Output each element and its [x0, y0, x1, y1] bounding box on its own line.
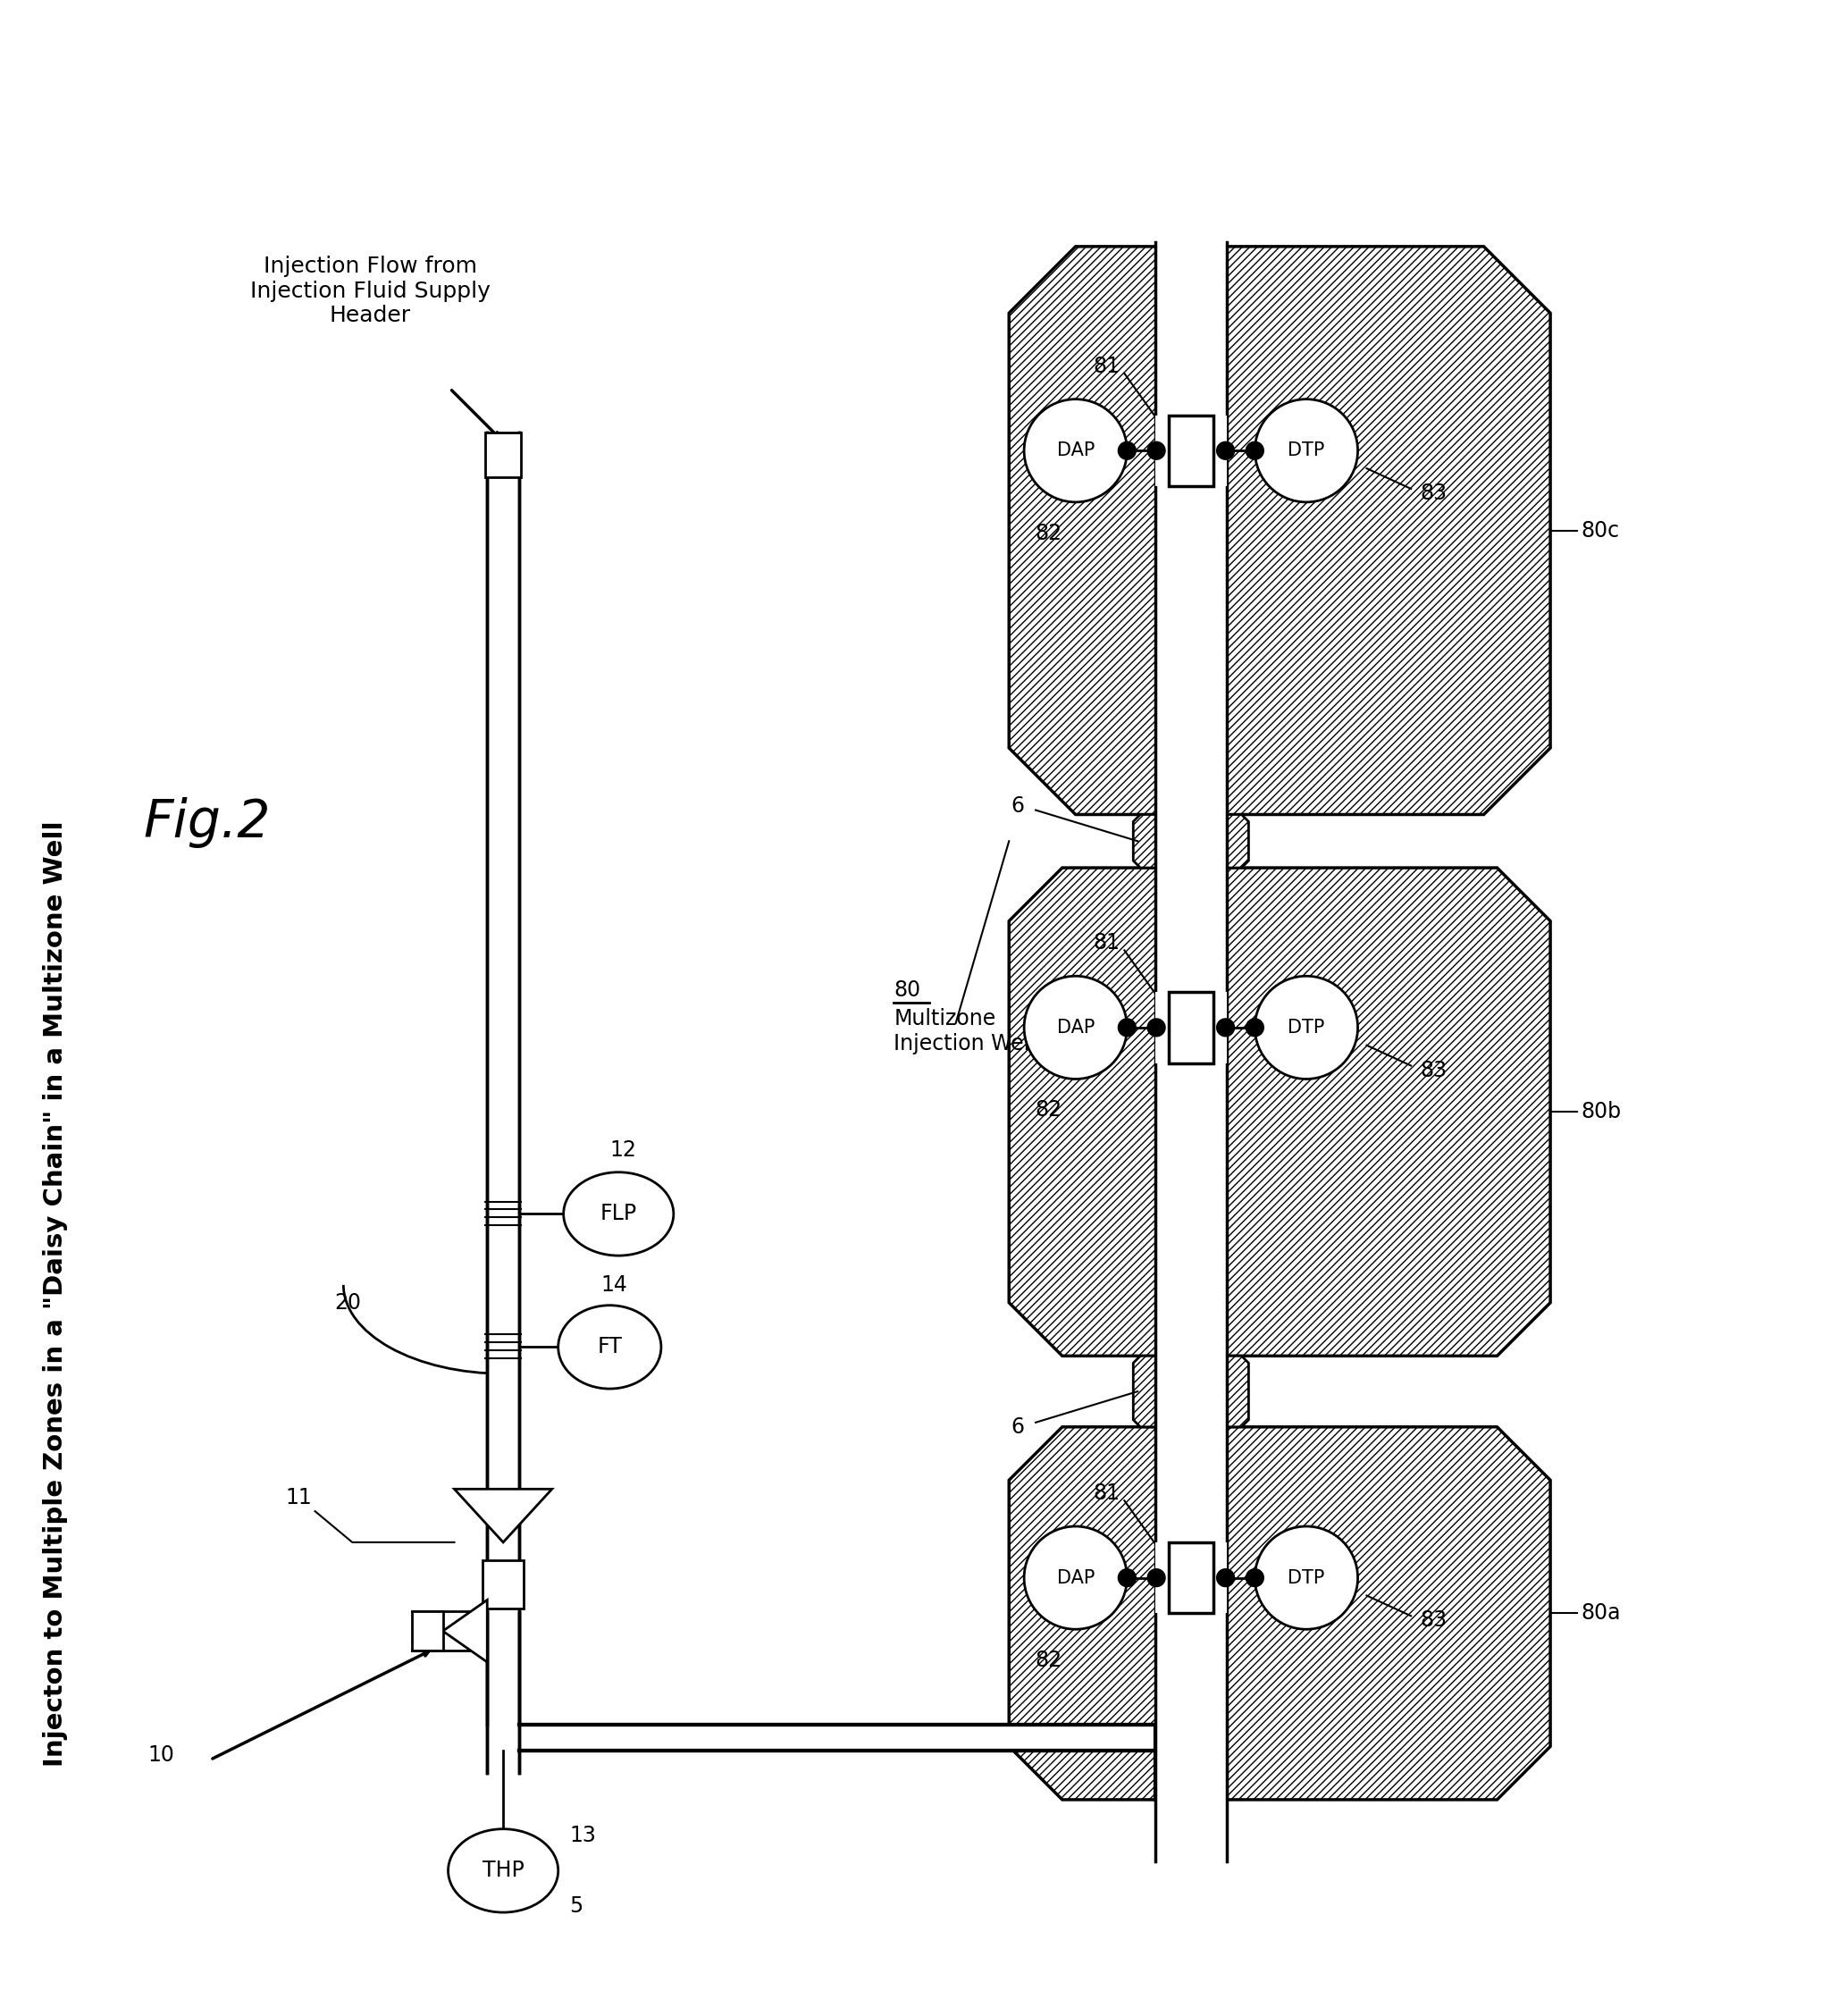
- Text: DAP: DAP: [1056, 442, 1094, 460]
- Circle shape: [1216, 1568, 1235, 1587]
- Text: DTP: DTP: [1287, 442, 1326, 460]
- Text: 80: 80: [894, 980, 921, 1000]
- Text: 5: 5: [570, 1895, 583, 1917]
- Circle shape: [1118, 442, 1136, 460]
- Circle shape: [1216, 1018, 1235, 1036]
- Text: 20: 20: [335, 1292, 361, 1312]
- Text: FLP: FLP: [601, 1204, 637, 1224]
- Text: 11: 11: [286, 1488, 313, 1508]
- Circle shape: [1147, 1568, 1165, 1587]
- Circle shape: [1118, 1018, 1136, 1036]
- Ellipse shape: [448, 1829, 559, 1913]
- Text: Injecton to Multiple Zones in a "Daisy Chain" in a Multizone Well: Injecton to Multiple Zones in a "Daisy C…: [42, 821, 67, 1766]
- Circle shape: [1246, 1018, 1264, 1036]
- Text: 82: 82: [1036, 522, 1062, 544]
- Text: 10: 10: [148, 1744, 175, 1766]
- Bar: [1156, 1542, 1226, 1613]
- Bar: [483, 1560, 524, 1609]
- Text: Multizone
Injection Well: Multizone Injection Well: [894, 1008, 1036, 1054]
- Circle shape: [1255, 976, 1358, 1079]
- Text: 6: 6: [1011, 1415, 1025, 1437]
- Bar: [1169, 1542, 1213, 1613]
- Text: DAP: DAP: [1056, 1568, 1094, 1587]
- Polygon shape: [443, 1601, 488, 1661]
- Polygon shape: [1009, 1427, 1550, 1800]
- Polygon shape: [1133, 1357, 1249, 1427]
- Text: FT: FT: [597, 1337, 623, 1357]
- Text: Injection Flow from
Injection Fluid Supply
Header: Injection Flow from Injection Fluid Supp…: [249, 256, 490, 327]
- Bar: [519, 1724, 1156, 1750]
- Circle shape: [1246, 1568, 1264, 1587]
- Circle shape: [1246, 442, 1264, 460]
- Circle shape: [1147, 442, 1165, 460]
- Ellipse shape: [563, 1171, 674, 1256]
- Text: 83: 83: [1420, 1058, 1448, 1081]
- Text: DTP: DTP: [1287, 1568, 1326, 1587]
- Text: 12: 12: [610, 1139, 636, 1161]
- Text: 13: 13: [570, 1824, 597, 1847]
- Text: DAP: DAP: [1056, 1018, 1094, 1036]
- Text: 80c: 80c: [1581, 520, 1621, 540]
- Text: 81: 81: [1093, 1482, 1120, 1504]
- Circle shape: [1023, 976, 1127, 1079]
- Bar: [1169, 415, 1213, 486]
- Polygon shape: [1009, 246, 1550, 814]
- Text: 81: 81: [1093, 933, 1120, 954]
- Bar: [412, 1611, 443, 1651]
- Circle shape: [1023, 1526, 1127, 1629]
- Polygon shape: [1009, 867, 1550, 1357]
- Bar: [1156, 992, 1226, 1062]
- Circle shape: [1023, 399, 1127, 502]
- Text: 14: 14: [601, 1274, 628, 1296]
- Bar: [1156, 238, 1226, 1871]
- Text: 82: 82: [1036, 1649, 1062, 1671]
- Circle shape: [1216, 442, 1235, 460]
- Circle shape: [1255, 1526, 1358, 1629]
- Text: DTP: DTP: [1287, 1018, 1326, 1036]
- Text: 83: 83: [1420, 482, 1448, 504]
- Text: 82: 82: [1036, 1099, 1062, 1121]
- Text: 80a: 80a: [1581, 1603, 1621, 1625]
- Text: THP: THP: [483, 1861, 524, 1881]
- Text: 80b: 80b: [1581, 1101, 1623, 1123]
- Circle shape: [1147, 1018, 1165, 1036]
- Circle shape: [1255, 399, 1358, 502]
- Text: 83: 83: [1420, 1609, 1448, 1631]
- Bar: [1169, 992, 1213, 1062]
- Text: 6: 6: [1011, 794, 1025, 816]
- Bar: [488, 433, 519, 1772]
- Ellipse shape: [559, 1304, 661, 1389]
- Circle shape: [1118, 1568, 1136, 1587]
- Text: Fig.2: Fig.2: [144, 796, 271, 847]
- Bar: [486, 433, 521, 478]
- Polygon shape: [1133, 814, 1249, 867]
- Text: 81: 81: [1093, 355, 1120, 377]
- Polygon shape: [455, 1490, 552, 1542]
- Bar: [1156, 415, 1226, 486]
